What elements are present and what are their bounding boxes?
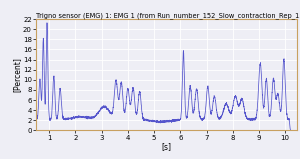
X-axis label: [s]: [s]: [161, 142, 172, 151]
Y-axis label: [Percent]: [Percent]: [12, 57, 21, 92]
Text: Trigno sensor (EMG) 1: EMG 1 (from Run_number_152_Slow_contraction_Rep_1.3) ->Am: Trigno sensor (EMG) 1: EMG 1 (from Run_n…: [36, 12, 300, 19]
